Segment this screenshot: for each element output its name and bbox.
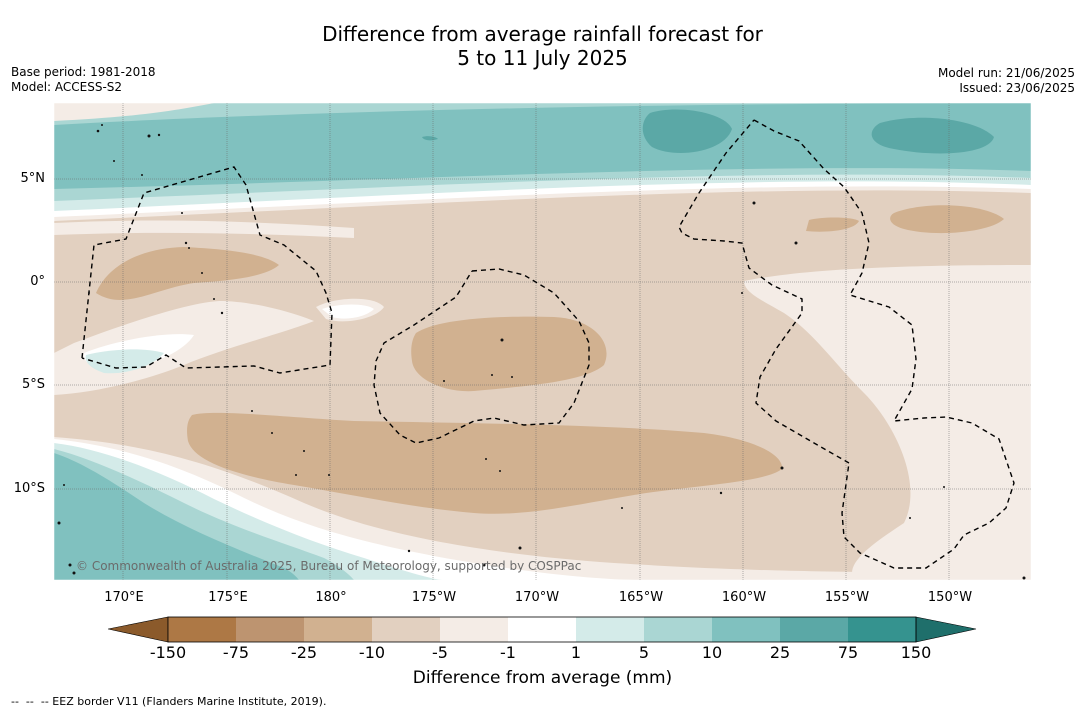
lon-label-175e: 175°E: [208, 590, 248, 605]
colorbar-segment: [304, 617, 372, 642]
contour-25-to-75-a: [642, 109, 732, 153]
colorbar-tick: -5: [432, 643, 448, 662]
eez-border-cook-islands: [753, 119, 1015, 569]
colorbar-tick: 150: [900, 643, 932, 662]
colorbar-segment: [780, 617, 848, 642]
contour-25-to-75-b: [871, 117, 994, 154]
colorbar-tick: 25: [769, 643, 791, 662]
base-period-text: Base period: 1981-2018: [11, 65, 156, 79]
colorbar-outline: [167, 616, 917, 643]
contour-dry-east-b: [890, 205, 1004, 234]
lat-label-10s: 10°S: [13, 481, 45, 496]
eez-border-tokelau: [373, 268, 590, 444]
contour-light-band-west: [54, 220, 354, 238]
colorbar-tick: 10: [701, 643, 723, 662]
colorbar-segment: [712, 617, 780, 642]
meta-left: Base period: 1981-2018 Model: ACCESS-S2: [11, 65, 156, 95]
lon-label-150w: 150°W: [927, 590, 973, 605]
colorbar-tick: -25: [290, 643, 318, 662]
eez-border-kiribati-line: [678, 119, 850, 464]
contour-light-east: [744, 265, 1031, 580]
lat-label-5n: 5°N: [20, 171, 46, 186]
colorbar-tick: 1: [570, 643, 582, 662]
contour-10-to-25-south: [54, 453, 299, 580]
contour-dry-west: [96, 247, 279, 300]
colorbar-tick: -1: [500, 643, 516, 662]
map-title-line2: 5 to 11 July 2025: [457, 46, 628, 70]
map-title-line1: Difference from average rainfall forecas…: [322, 22, 763, 46]
eez-borders: [81, 119, 1015, 569]
lon-label-170e: 170°E: [104, 590, 144, 605]
rainfall-contours: [54, 103, 1031, 580]
colorbar-tick: 75: [837, 643, 859, 662]
lon-label-165w: 165°W: [618, 590, 664, 605]
map-title: Difference from average rainfall forecas…: [0, 22, 1085, 70]
contour-10-to-25-north: [54, 103, 1031, 189]
colorbar-segment: [440, 617, 508, 642]
gridlines: [54, 103, 1031, 580]
colorbar-label: Difference from average (mm): [412, 668, 673, 688]
contour-small-patch: [422, 136, 438, 141]
lon-label-170w: 170°W: [514, 590, 560, 605]
colorbar-tick: 5: [638, 643, 650, 662]
colorbar-tick: -75: [222, 643, 250, 662]
colorbar-extend-low: [108, 616, 169, 643]
eez-border-tuvalu-tokelau-west: [81, 166, 333, 374]
lat-label-0: 0°: [30, 274, 45, 289]
lon-label-180: 180°: [315, 590, 347, 605]
lon-label-160w: 160°W: [721, 590, 767, 605]
colorbar-extend-high: [915, 616, 977, 643]
rainfall-anomaly-map: © Commonwealth of Australia 2025, Bureau…: [54, 103, 1031, 580]
colorbar-segment: [372, 617, 440, 642]
colorbar-segment: [848, 617, 916, 642]
contour-dry-center: [411, 316, 607, 392]
eez-footnote: -- -- -- EEZ border V11 (Flanders Marine…: [11, 695, 327, 708]
model-run-text: Model run: 21/06/2025: [937, 66, 1075, 80]
colorbar-tick: -10: [358, 643, 386, 662]
colorbar-segment: [644, 617, 712, 642]
lon-label-155w: 155°W: [824, 590, 870, 605]
colorbar-tick: -150: [149, 643, 187, 662]
colorbar-segment: [576, 617, 644, 642]
colorbar-segment: [508, 617, 576, 642]
contour-teal-west: [85, 349, 164, 374]
model-text: Model: ACCESS-S2: [11, 80, 123, 94]
colorbar-segment: [168, 617, 236, 642]
contour-white-center: [322, 304, 374, 319]
contour-dry-south: [187, 412, 783, 514]
islands: [57, 124, 1026, 580]
lon-label-175w: 175°W: [411, 590, 457, 605]
colorbar-segment: [236, 617, 304, 642]
colorbar: [108, 616, 977, 643]
copyright-text: © Commonwealth of Australia 2025, Bureau…: [76, 559, 581, 573]
lat-label-5s: 5°S: [21, 377, 45, 392]
contour-northwest-corner: [54, 103, 214, 121]
meta-right: Model run: 21/06/2025 Issued: 23/06/2025: [938, 66, 1075, 96]
issued-text: Issued: 23/06/2025: [959, 81, 1075, 95]
